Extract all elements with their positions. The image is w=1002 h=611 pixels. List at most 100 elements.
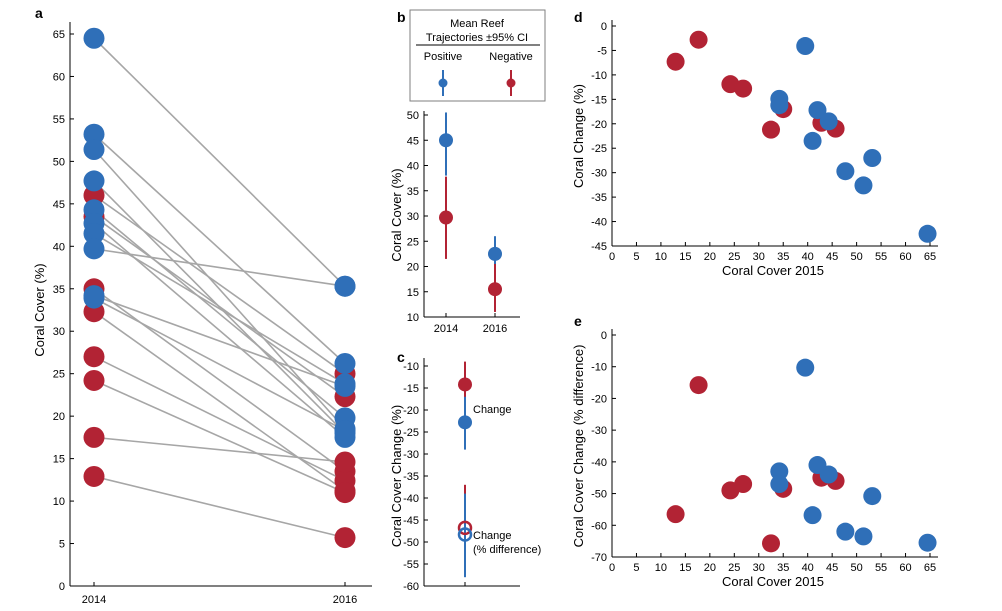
pair-line — [93, 475, 346, 539]
legend-marker-negative — [506, 78, 516, 88]
scatter-point-d-negative — [762, 120, 780, 139]
y-axis-label-c: Coral Cover Change (%) — [389, 405, 404, 547]
x-tick-label-e: 35 — [777, 562, 789, 574]
y-tick-label-e: -20 — [591, 393, 607, 405]
x-tick-label-d: 15 — [679, 251, 691, 263]
scatter-point-d-negative — [666, 52, 685, 71]
scatter-point-d-positive — [863, 149, 882, 167]
y-tick-label-a: 25 — [53, 369, 65, 381]
point-2016-positive — [334, 375, 356, 397]
mean-point-b-positive — [439, 133, 453, 148]
x-tick-label-a: 2016 — [333, 594, 357, 606]
x-tick-label-e: 15 — [679, 562, 691, 574]
y-tick-label-c: -40 — [403, 493, 419, 505]
mean-point-b-positive — [488, 246, 502, 261]
point-2016-positive — [334, 353, 356, 375]
y-tick-label-a: 15 — [53, 454, 65, 466]
scatter-point-e-positive — [796, 358, 815, 377]
pair-line — [93, 436, 346, 463]
y-tick-label-c: -10 — [403, 361, 419, 373]
y-tick-label-b: 15 — [407, 287, 419, 299]
y-tick-label-e: -70 — [591, 552, 607, 564]
x-tick-label-d: 65 — [924, 251, 936, 263]
y-tick-label-e: -60 — [591, 520, 607, 532]
point-2016-negative — [334, 482, 356, 504]
scatter-point-e-positive — [836, 522, 855, 541]
y-tick-label-c: -15 — [403, 383, 419, 395]
scatter-point-d-positive — [803, 131, 822, 150]
x-tick-label-e: 45 — [826, 562, 838, 574]
y-tick-label-d: -40 — [591, 217, 607, 229]
scatter-point-e-negative — [762, 534, 780, 553]
y-tick-label-d: -20 — [591, 119, 607, 131]
y-tick-label-a: 0 — [59, 581, 65, 593]
y-tick-label-d: 0 — [601, 21, 607, 33]
panel-label-d: d — [574, 9, 583, 25]
y-tick-label-e: -40 — [591, 457, 607, 469]
change-point-negative — [458, 377, 472, 392]
y-tick-label-c: -45 — [403, 515, 419, 527]
x-tick-label-e: 65 — [924, 562, 936, 574]
point-2014-negative — [83, 346, 105, 368]
change-point-positive — [458, 415, 472, 430]
scatter-point-e-positive — [803, 506, 822, 525]
y-tick-label-b: 20 — [407, 262, 419, 274]
x-tick-label-d: 40 — [802, 251, 814, 263]
x-tick-label-e: 50 — [850, 562, 862, 574]
scatter-point-e-negative — [689, 376, 708, 395]
pair-line — [93, 297, 346, 432]
scatter-point-e-positive — [819, 465, 838, 484]
y-tick-label-e: -30 — [591, 425, 607, 437]
y-tick-label-e: -10 — [591, 362, 607, 374]
pair-line — [93, 288, 346, 473]
scatter-point-e-positive — [918, 533, 937, 552]
panel-label-c: c — [397, 349, 405, 365]
x-tick-label-d: 60 — [899, 251, 911, 263]
scatter-point-d-negative — [734, 79, 753, 98]
y-tick-label-b: 50 — [407, 110, 419, 122]
y-tick-label-a: 40 — [53, 241, 65, 253]
scatter-point-e-positive — [770, 475, 789, 494]
x-tick-label-b: 2014 — [434, 323, 458, 335]
x-tick-label-d: 55 — [875, 251, 887, 263]
annotation-pct-line1: Change — [473, 530, 512, 542]
y-tick-label-a: 5 — [59, 539, 65, 551]
x-tick-label-e: 25 — [728, 562, 740, 574]
pair-line — [93, 248, 346, 288]
y-axis-label-a: Coral Cover (%) — [32, 263, 47, 356]
pair-line — [93, 355, 346, 482]
scatter-point-e-negative — [666, 505, 685, 524]
x-tick-label-d: 25 — [728, 251, 740, 263]
annotation-change: Change — [473, 404, 512, 416]
scatter-point-e-positive — [770, 462, 789, 481]
y-tick-label-a: 50 — [53, 156, 65, 168]
y-tick-label-c: -50 — [403, 537, 419, 549]
pair-line — [93, 194, 346, 375]
annotation-pct-line2: (% difference) — [473, 544, 541, 556]
x-tick-label-d: 50 — [850, 251, 862, 263]
point-2014-positive — [83, 27, 105, 49]
y-tick-label-e: 0 — [601, 330, 607, 342]
y-tick-label-b: 30 — [407, 211, 419, 223]
y-tick-label-a: 55 — [53, 114, 65, 126]
scatter-point-e-positive — [854, 527, 873, 546]
x-tick-label-d: 45 — [826, 251, 838, 263]
scatter-point-d-positive — [854, 176, 873, 195]
x-tick-label-d: 10 — [655, 251, 667, 263]
x-axis-label-e: Coral Cover 2015 — [722, 574, 824, 589]
pct-change-point-positive — [457, 527, 473, 542]
panel-label-b: b — [397, 9, 406, 25]
point-2014-positive — [83, 138, 105, 160]
y-tick-label-c: -30 — [403, 449, 419, 461]
y-tick-label-d: -35 — [591, 192, 607, 204]
scatter-point-d-positive — [819, 112, 838, 131]
point-2014-negative — [83, 426, 105, 448]
point-2014-positive — [83, 223, 105, 245]
y-tick-label-b: 10 — [407, 312, 419, 324]
pair-line — [93, 379, 346, 494]
x-tick-label-d: 30 — [753, 251, 765, 263]
point-2014-positive — [83, 287, 105, 309]
x-tick-label-e: 55 — [875, 562, 887, 574]
y-tick-label-d: -45 — [591, 241, 607, 253]
y-tick-label-d: -10 — [591, 70, 607, 82]
